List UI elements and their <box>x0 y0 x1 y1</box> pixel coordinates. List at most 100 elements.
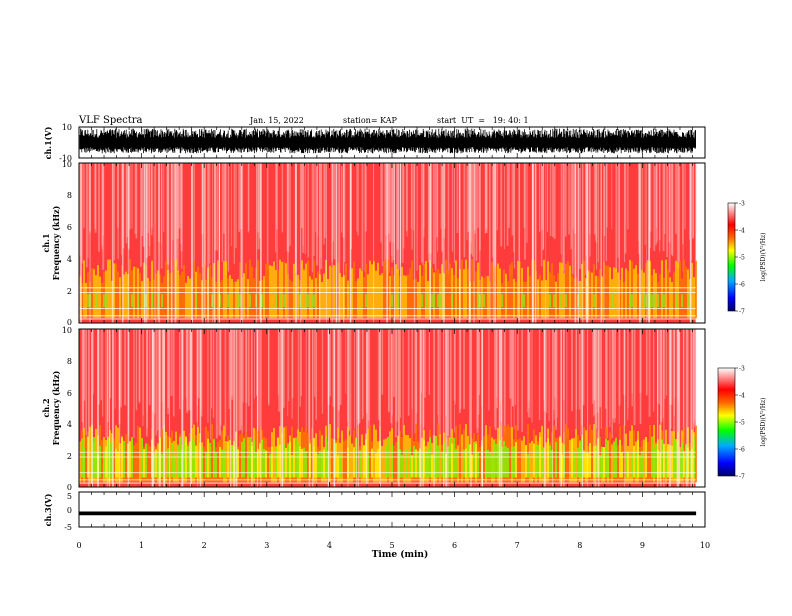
low-frequency-band <box>143 262 145 319</box>
spectral-streak <box>151 163 153 229</box>
low-frequency-band <box>263 275 265 319</box>
spectral-streak <box>172 329 175 417</box>
low-frequency-band <box>457 278 459 319</box>
low-frequency-band <box>393 275 395 319</box>
impulsive-event-streak <box>158 329 161 487</box>
low-frequency-band <box>169 273 171 319</box>
green-band <box>335 442 337 478</box>
spectral-streak <box>659 163 661 241</box>
spectral-streak <box>528 329 530 409</box>
low-frequency-band <box>339 273 341 319</box>
time-tick-label: 0 <box>76 541 81 550</box>
low-frequency-band <box>147 443 149 483</box>
spectral-streak <box>114 329 116 409</box>
ch2-spectrogram-image <box>79 329 697 487</box>
low-frequency-band <box>285 263 287 319</box>
spectral-streak <box>316 163 319 266</box>
low-frequency-band <box>489 281 491 319</box>
green-band <box>247 454 249 478</box>
impulsive-event-streak <box>203 163 206 323</box>
impulsive-event-streak <box>327 329 330 487</box>
low-frequency-band <box>125 434 127 483</box>
green-band <box>115 448 117 478</box>
low-frequency-band <box>521 440 523 483</box>
impulsive-event-streak <box>357 329 359 487</box>
green-band <box>507 447 509 478</box>
spectral-streak <box>211 329 213 409</box>
spectral-streak <box>315 329 318 420</box>
low-frequency-band <box>485 275 487 319</box>
low-frequency-band <box>521 267 523 319</box>
low-frequency-band <box>159 274 161 319</box>
green-band <box>599 455 601 478</box>
green-band <box>205 452 207 478</box>
spectral-streak <box>185 329 187 398</box>
low-frequency-band <box>473 281 475 319</box>
low-frequency-band <box>269 265 271 319</box>
colorbar-tick-label: -5 <box>739 420 745 427</box>
spectral-streak <box>98 163 100 252</box>
green-band <box>347 447 349 478</box>
spectral-streak <box>500 163 503 247</box>
time-axis-label: Time (min) <box>372 549 429 560</box>
spectral-streak <box>449 329 452 440</box>
spectral-streak <box>268 329 270 404</box>
low-frequency-band <box>631 261 633 319</box>
spectral-streak <box>297 329 299 434</box>
spectral-streak <box>666 163 668 258</box>
impulsive-event-streak <box>171 163 173 323</box>
low-frequency-band <box>407 274 409 319</box>
green-band <box>675 441 677 478</box>
spectral-streak <box>593 163 596 235</box>
impulsive-event-streak <box>163 329 165 487</box>
impulsive-event-streak <box>241 163 244 323</box>
spectral-streak <box>443 163 445 239</box>
low-frequency-band <box>223 261 225 319</box>
green-band <box>269 454 271 478</box>
low-frequency-band <box>435 271 437 319</box>
spectral-streak <box>339 329 342 405</box>
low-frequency-band <box>667 269 669 319</box>
green-band <box>501 446 503 478</box>
low-frequency-band <box>583 260 585 319</box>
impulsive-event-streak <box>682 329 684 487</box>
impulsive-event-streak <box>127 329 130 487</box>
green-band <box>423 440 425 478</box>
spectral-streak <box>178 163 181 229</box>
low-frequency-band <box>407 435 409 483</box>
green-band <box>637 439 639 478</box>
low-frequency-band <box>325 259 327 319</box>
low-frequency-band <box>517 439 519 483</box>
low-frequency-band <box>687 269 689 319</box>
green-band <box>593 294 595 307</box>
low-frequency-band <box>133 445 135 483</box>
green-band <box>497 444 499 478</box>
spectral-streak <box>529 329 531 418</box>
low-frequency-band <box>513 278 515 319</box>
low-frequency-band <box>217 260 219 319</box>
ch1-spec-ytick-8: 8 <box>67 191 72 200</box>
low-frequency-band <box>201 280 203 319</box>
spectral-streak <box>512 329 515 407</box>
low-frequency-band <box>175 259 177 319</box>
impulsive-event-streak <box>492 163 495 323</box>
impulsive-event-streak <box>151 329 154 487</box>
colorbar-tick-label: -7 <box>739 309 745 316</box>
green-band <box>683 451 685 478</box>
spectral-streak <box>668 163 671 273</box>
spectral-streak <box>245 329 248 403</box>
low-frequency-band <box>129 259 131 319</box>
green-band <box>289 441 291 478</box>
green-band <box>261 294 263 307</box>
low-frequency-band <box>623 281 625 319</box>
impulsive-event-streak <box>256 163 258 323</box>
impulsive-event-streak <box>394 163 395 323</box>
green-band <box>157 453 159 478</box>
impulsive-event-streak <box>213 163 216 323</box>
low-frequency-band <box>601 276 603 319</box>
spectral-streak <box>81 163 83 264</box>
spectral-streak <box>148 329 151 406</box>
impulsive-event-streak <box>600 163 603 323</box>
low-frequency-band <box>109 259 111 319</box>
low-frequency-band <box>165 261 167 319</box>
